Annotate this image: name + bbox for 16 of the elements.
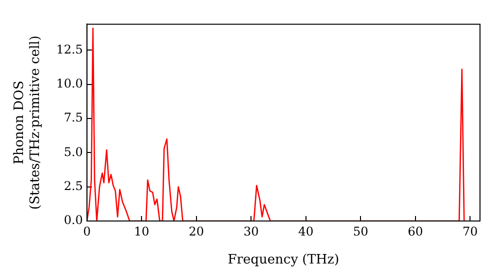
x-axis-title: Frequency (THz) [228,252,340,268]
x-tick-label: 30 [244,224,259,238]
x-tick-label: 20 [188,224,204,238]
y-tick-label: 7.5 [64,110,83,125]
y-axis-title: Phonon DOS (States/THz·primitive cell) [12,36,43,210]
y-tick-label: 0.0 [64,213,83,228]
x-tick-label: 50 [353,224,368,238]
y-tick-label: 2.5 [64,178,83,193]
x-tick-label: 0 [83,224,91,238]
y-tick-label: 10.0 [56,76,83,90]
x-tick-label: 70 [462,224,478,238]
x-tick-label: 10 [134,224,150,238]
x-tick-label: 40 [298,224,314,238]
y-tick-label: 5.0 [64,144,83,159]
x-tick-label: 60 [408,224,424,238]
y-tick-label: 12.5 [56,42,83,56]
